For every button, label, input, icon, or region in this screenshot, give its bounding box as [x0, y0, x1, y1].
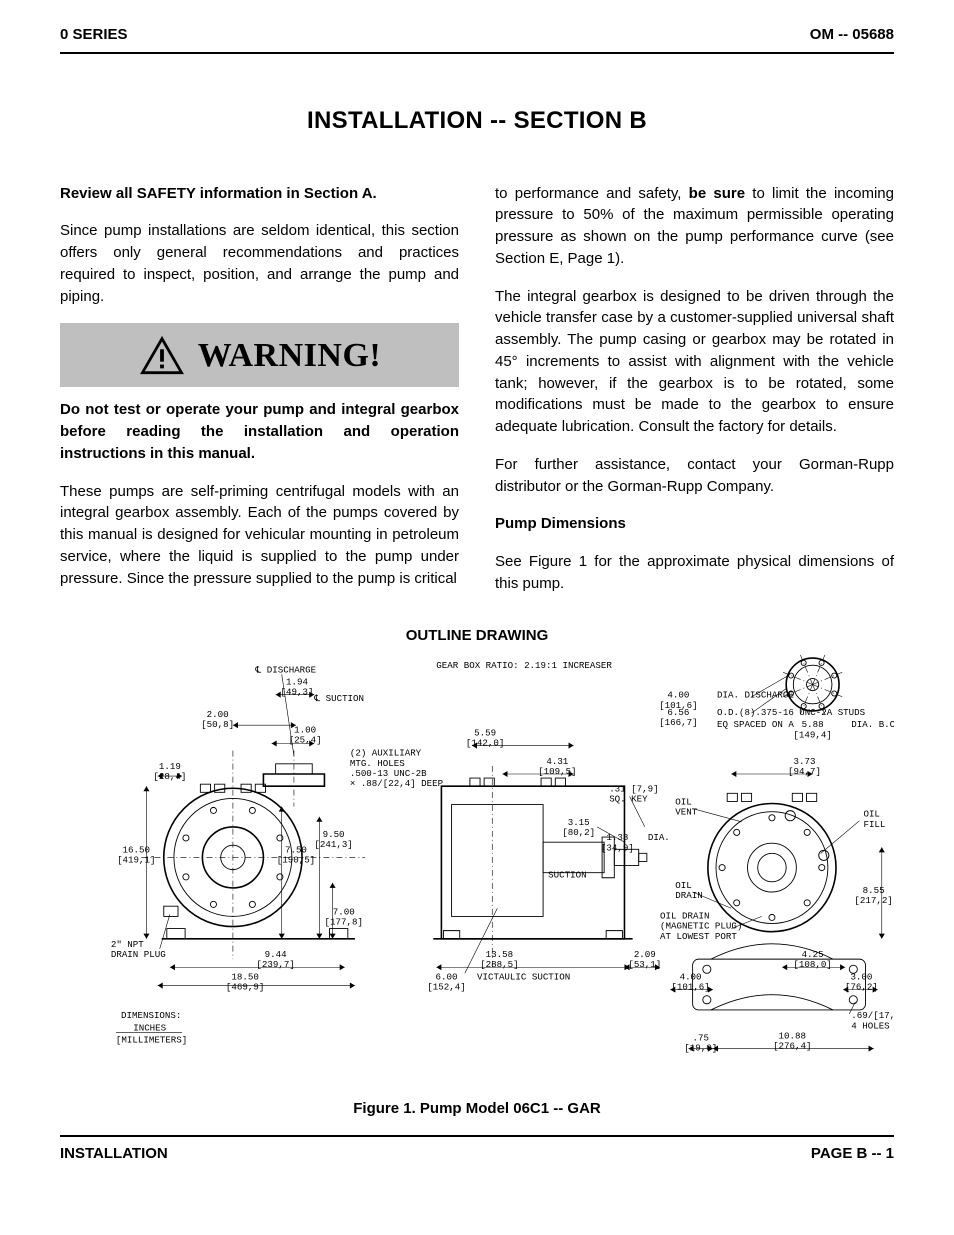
svg-text:DIA. B.C.: DIA. B.C.	[851, 720, 894, 731]
svg-text:[19,0]: [19,0]	[684, 1043, 717, 1054]
svg-text:VICTAULIC SUCTION: VICTAULIC SUCTION	[477, 972, 570, 983]
svg-text:× .88/[22,4] DEEP: × .88/[22,4] DEEP	[350, 779, 443, 790]
svg-text:[239,7]: [239,7]	[256, 960, 294, 971]
svg-text:AT LOWEST PORT: AT LOWEST PORT	[660, 931, 737, 942]
svg-text:[469,9]: [469,9]	[226, 982, 264, 993]
intro-para: Since pump installations are seldom iden…	[60, 220, 459, 307]
svg-text:[166,7]: [166,7]	[659, 717, 697, 728]
svg-text:℄ DISCHARGE: ℄ DISCHARGE	[254, 665, 316, 676]
svg-text:[108,0]: [108,0]	[793, 960, 831, 971]
pump-desc-para: These pumps are self-priming centrifugal…	[60, 481, 459, 590]
svg-text:[28,4]: [28,4]	[153, 771, 186, 782]
svg-text:DIA. DISCHARGE: DIA. DISCHARGE	[717, 690, 794, 701]
left-column: Review all SAFETY information in Section…	[60, 183, 459, 611]
body-columns: Review all SAFETY information in Section…	[60, 183, 894, 611]
svg-text:[241,3]: [241,3]	[314, 840, 352, 851]
svg-text:[217,2]: [217,2]	[854, 895, 892, 906]
besure-pre: to performance and safety,	[495, 185, 689, 202]
besure-bold: be sure	[689, 185, 745, 202]
svg-text:[76,2]: [76,2]	[845, 982, 878, 993]
svg-text:[80,2]: [80,2]	[562, 827, 595, 838]
svg-text:DIA.: DIA.	[648, 832, 670, 843]
svg-text:FILL: FILL	[863, 819, 885, 830]
svg-text:[149,4]: [149,4]	[793, 730, 831, 741]
svg-text:[53,1]: [53,1]	[628, 960, 661, 971]
warning-banner: WARNING!	[60, 323, 459, 387]
svg-text:[142,0]: [142,0]	[466, 738, 504, 749]
svg-text:[101,6]: [101,6]	[671, 982, 709, 993]
outline-heading: OUTLINE DRAWING	[60, 625, 894, 647]
svg-text:DRAIN: DRAIN	[675, 890, 702, 901]
svg-text:[288,5]: [288,5]	[480, 960, 518, 971]
svg-text:[190,5]: [190,5]	[277, 855, 315, 866]
svg-text:℄ SUCTION: ℄ SUCTION	[313, 693, 364, 704]
pump-dims-para: See Figure 1 for the approximate physica…	[495, 551, 894, 595]
header-right: OM -- 05688	[810, 24, 894, 46]
warning-triangle-icon	[138, 334, 186, 376]
svg-text:[49,3]: [49,3]	[281, 687, 314, 698]
besure-para: to performance and safety, be sure to li…	[495, 183, 894, 270]
footer-right: PAGE B -- 1	[811, 1143, 894, 1165]
svg-text:GEAR BOX RATIO: 2.19:1 INCREAS: GEAR BOX RATIO: 2.19:1 INCREASER	[436, 661, 612, 672]
engineering-drawing: ℄ DISCHARGE ℄ SUCTION GEAR BOX RATIO: 2.19…	[60, 654, 894, 1091]
svg-text:SQ. KEY: SQ. KEY	[609, 794, 648, 805]
page-title: INSTALLATION -- SECTION B	[60, 104, 894, 139]
pump-dims-heading: Pump Dimensions	[495, 513, 894, 535]
svg-text:DIMENSIONS:: DIMENSIONS:	[121, 1010, 181, 1021]
review-safety: Review all SAFETY information in Section…	[60, 183, 459, 205]
svg-text:[94,7]: [94,7]	[788, 766, 821, 777]
footer-left: INSTALLATION	[60, 1143, 168, 1165]
svg-text:[177,8]: [177,8]	[325, 917, 363, 928]
warning-label: WARNING!	[198, 331, 381, 380]
svg-text:[109,5]: [109,5]	[538, 766, 576, 777]
svg-text:[34,9]: [34,9]	[601, 843, 634, 854]
figure-1: ℄ DISCHARGE ℄ SUCTION GEAR BOX RATIO: 2.19…	[60, 654, 894, 1091]
svg-text:DRAIN PLUG: DRAIN PLUG	[111, 949, 166, 960]
svg-text:[152,4]: [152,4]	[427, 982, 465, 993]
svg-text:SUCTION: SUCTION	[548, 870, 586, 881]
svg-text:[MILLIMETERS]: [MILLIMETERS]	[116, 1035, 187, 1046]
svg-text:[50,8]: [50,8]	[201, 720, 234, 731]
svg-text:EQ SPACED ON A: EQ SPACED ON A	[717, 720, 794, 731]
warning-text: Do not test or operate your pump and int…	[60, 399, 459, 464]
svg-text:4 HOLES: 4 HOLES	[851, 1021, 890, 1032]
svg-text:INCHES: INCHES	[133, 1023, 166, 1034]
gearbox-para: The integral gearbox is designed to be d…	[495, 286, 894, 438]
figure-caption: Figure 1. Pump Model 06C1 -- GAR	[60, 1098, 894, 1120]
svg-text:VENT: VENT	[675, 807, 697, 818]
svg-text:[276,4]: [276,4]	[773, 1041, 811, 1052]
svg-text:O.D.(8).375-16 UNC-2A STUDS: O.D.(8).375-16 UNC-2A STUDS	[717, 707, 866, 718]
svg-text:[419,1]: [419,1]	[117, 855, 155, 866]
assistance-para: For further assistance, contact your Gor…	[495, 454, 894, 498]
header-left: 0 SERIES	[60, 24, 128, 46]
right-column: to performance and safety, be sure to li…	[495, 183, 894, 611]
svg-text:[25,4]: [25,4]	[289, 735, 322, 746]
